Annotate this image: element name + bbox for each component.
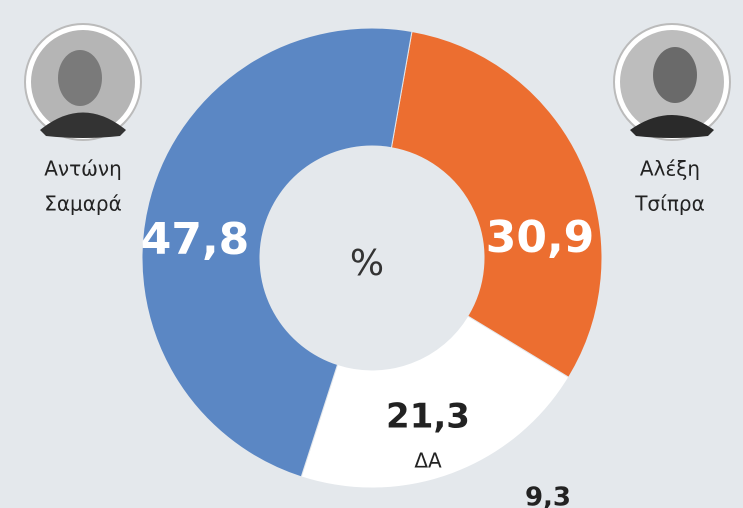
value-label: 30,9 <box>486 212 595 263</box>
donut-segment <box>141 27 413 478</box>
portrait-left <box>24 23 142 141</box>
value-label: 21,3 <box>386 397 470 437</box>
label-left-2: Σαμαρά <box>44 192 122 216</box>
center-label: % <box>350 243 384 284</box>
segment-label: ΔΑ <box>414 449 442 473</box>
value-label: 47,8 <box>141 214 250 265</box>
extra-label: 9,3 <box>525 483 571 508</box>
label-right-2: Τσίπρα <box>634 192 705 216</box>
label-right-1: Αλέξη <box>640 157 700 181</box>
donut-segment <box>390 30 603 378</box>
donut-segment <box>300 315 570 489</box>
portrait-right <box>613 23 731 141</box>
label-left-1: Αντώνη <box>44 157 122 181</box>
